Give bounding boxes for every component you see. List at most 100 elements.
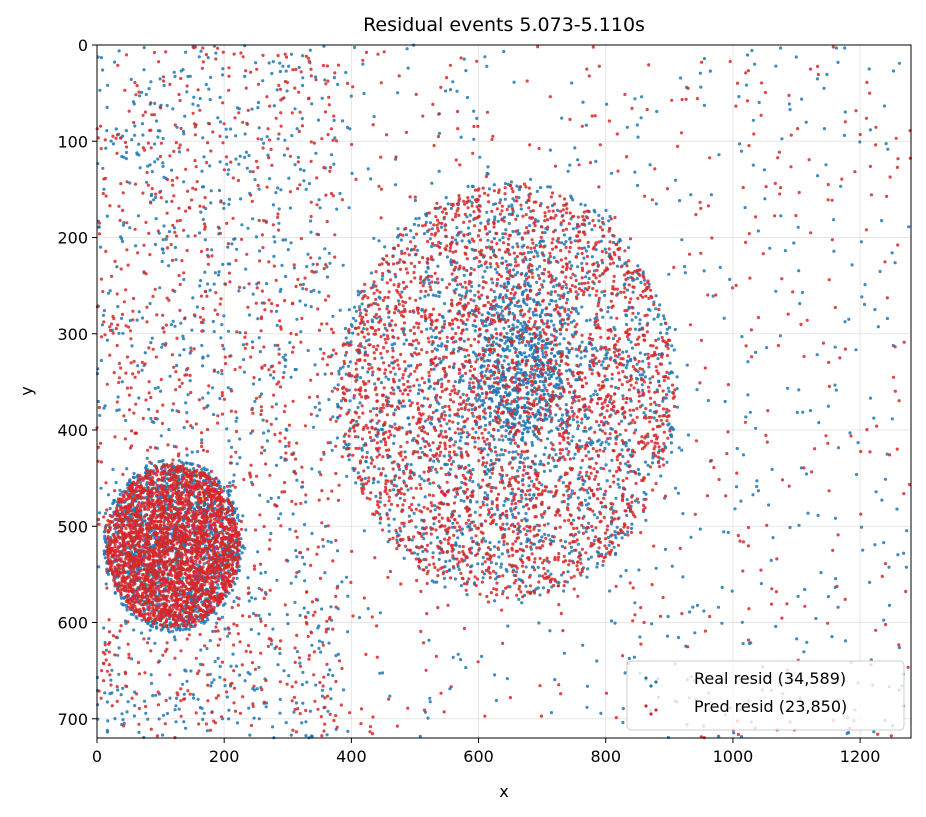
scatter-point — [633, 170, 637, 174]
scatter-point — [206, 56, 210, 60]
scatter-point — [609, 171, 614, 175]
scatter-point — [562, 589, 566, 593]
scatter-point — [548, 538, 552, 542]
scatter-point — [423, 419, 427, 423]
scatter-point — [462, 425, 466, 429]
scatter-point — [174, 696, 179, 700]
scatter-point — [240, 223, 244, 227]
scatter-point — [570, 439, 574, 443]
scatter-point — [225, 135, 229, 139]
plot-area — [95, 43, 913, 740]
scatter-point — [546, 319, 550, 323]
scatter-point — [505, 522, 509, 526]
scatter-point — [257, 613, 261, 618]
scatter-point — [826, 595, 831, 599]
scatter-point — [280, 263, 284, 267]
scatter-point — [184, 726, 188, 730]
scatter-point — [226, 634, 230, 638]
scatter-point — [293, 107, 297, 111]
scatter-point — [665, 634, 670, 638]
scatter-point — [395, 531, 399, 535]
scatter-point — [530, 393, 534, 397]
scatter-point — [120, 712, 124, 716]
scatter-point — [574, 309, 579, 313]
scatter-point — [484, 423, 488, 427]
scatter-point — [137, 730, 141, 735]
scatter-point — [429, 422, 434, 426]
scatter-point — [432, 387, 436, 391]
scatter-point — [374, 494, 378, 498]
scatter-point — [363, 476, 367, 480]
scatter-point — [255, 687, 259, 691]
scatter-point — [300, 117, 304, 121]
scatter-point — [591, 347, 595, 351]
scatter-point — [399, 238, 403, 242]
scatter-point — [275, 323, 279, 327]
scatter-point — [526, 456, 530, 460]
scatter-point — [257, 187, 261, 191]
scatter-point — [570, 264, 574, 268]
scatter-point — [206, 282, 210, 286]
scatter-point — [400, 404, 404, 408]
scatter-point — [289, 375, 293, 379]
scatter-point — [547, 414, 551, 418]
scatter-point — [333, 136, 337, 140]
scatter-point — [332, 118, 336, 122]
scatter-point — [518, 465, 522, 469]
scatter-point — [144, 711, 148, 715]
scatter-point — [345, 474, 349, 478]
scatter-point — [288, 206, 292, 210]
scatter-point — [300, 721, 304, 725]
scatter-point — [130, 657, 134, 661]
scatter-point — [468, 213, 472, 217]
scatter-point — [467, 463, 471, 467]
scatter-point — [121, 134, 125, 138]
scatter-point — [309, 219, 313, 223]
scatter-point — [194, 501, 198, 505]
scatter-point — [430, 227, 434, 231]
scatter-point — [571, 418, 576, 422]
scatter-point — [205, 729, 209, 733]
scatter-point — [413, 198, 417, 203]
scatter-point — [118, 488, 122, 492]
scatter-point — [197, 55, 201, 59]
scatter-point — [167, 427, 171, 432]
scatter-point — [505, 393, 509, 397]
scatter-point — [905, 529, 909, 533]
scatter-point — [302, 523, 307, 527]
scatter-point — [488, 359, 492, 363]
scatter-point — [757, 100, 761, 105]
scatter-point — [517, 188, 522, 192]
scatter-point — [535, 189, 539, 193]
scatter-point — [228, 481, 232, 485]
scatter-point — [212, 412, 216, 417]
scatter-point — [496, 389, 500, 393]
scatter-point — [123, 619, 127, 623]
scatter-point — [594, 248, 598, 252]
scatter-point — [832, 249, 836, 253]
scatter-point — [259, 571, 263, 575]
scatter-point — [774, 289, 778, 293]
scatter-point — [121, 331, 125, 335]
scatter-point — [502, 543, 506, 547]
scatter-point — [472, 109, 476, 113]
scatter-point — [117, 646, 121, 650]
scatter-point — [488, 541, 492, 545]
scatter-point — [400, 249, 404, 253]
scatter-point — [103, 537, 107, 541]
scatter-point — [584, 429, 588, 433]
scatter-point — [210, 530, 214, 535]
scatter-point — [115, 408, 119, 412]
scatter-point — [481, 275, 485, 279]
scatter-point — [191, 693, 195, 697]
scatter-point — [263, 570, 268, 574]
scatter-point — [455, 226, 459, 230]
scatter-point — [542, 469, 547, 473]
scatter-point — [675, 387, 679, 391]
scatter-point — [785, 386, 790, 390]
scatter-point — [120, 380, 124, 384]
scatter-point — [271, 203, 275, 207]
scatter-point — [493, 215, 497, 219]
scatter-point — [593, 323, 597, 327]
scatter-point — [527, 354, 531, 358]
